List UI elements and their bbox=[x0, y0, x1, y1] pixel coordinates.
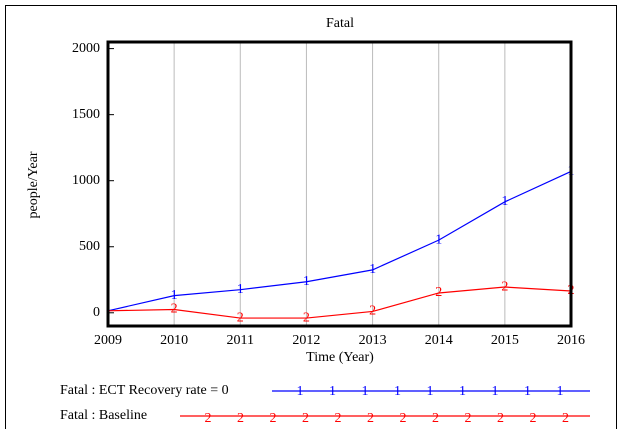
chart-title: Fatal bbox=[326, 16, 354, 31]
legend-marker: 2 bbox=[205, 411, 212, 426]
legend-marker: 2 bbox=[465, 411, 472, 426]
y-tick-label: 2000 bbox=[72, 41, 100, 56]
y-axis-label: people/Year bbox=[26, 151, 41, 218]
x-tick-label: 2010 bbox=[160, 333, 188, 348]
legend-marker: 2 bbox=[432, 411, 439, 426]
series-marker: 2 bbox=[501, 279, 508, 294]
legend-marker: 2 bbox=[335, 411, 342, 426]
legend-marker: 2 bbox=[530, 411, 537, 426]
legend-marker: 1 bbox=[492, 384, 499, 399]
legend-marker: 1 bbox=[362, 384, 369, 399]
series-marker: 1 bbox=[501, 194, 508, 209]
legend-marker: 1 bbox=[524, 384, 531, 399]
x-tick-label: 2012 bbox=[292, 333, 320, 348]
plot-border bbox=[106, 40, 573, 328]
legend-marker: 1 bbox=[459, 384, 466, 399]
legend-marker: 1 bbox=[297, 384, 304, 399]
series-marker: 2 bbox=[303, 310, 310, 325]
series-marker: 2 bbox=[171, 302, 178, 317]
legend-marker: 1 bbox=[394, 384, 401, 399]
legend-marker: 2 bbox=[562, 411, 569, 426]
series-marker: 2 bbox=[369, 304, 376, 319]
series-marker: 1 bbox=[435, 232, 442, 247]
y-tick-label: 0 bbox=[93, 305, 100, 320]
x-axis-label: Time (Year) bbox=[306, 350, 374, 365]
legend-marker: 2 bbox=[237, 411, 244, 426]
legend-marker: 2 bbox=[400, 411, 407, 426]
y-tick-label: 1500 bbox=[72, 107, 100, 122]
x-tick-label: 2016 bbox=[557, 333, 585, 348]
series-marker: 1 bbox=[237, 282, 244, 297]
x-tick-label: 2014 bbox=[425, 333, 453, 348]
legend-marker: 2 bbox=[302, 411, 309, 426]
y-tick-label: 1000 bbox=[72, 173, 100, 188]
series-marker: 2 bbox=[237, 310, 244, 325]
legend-marker: 1 bbox=[329, 384, 336, 399]
frame bbox=[5, 5, 617, 429]
legend-marker: 2 bbox=[497, 411, 504, 426]
x-tick-label: 2015 bbox=[491, 333, 519, 348]
series-marker: 2 bbox=[435, 285, 442, 300]
legend-label: Fatal : ECT Recovery rate = 0 bbox=[60, 383, 229, 398]
legend-marker: 1 bbox=[557, 384, 564, 399]
x-tick-label: 2009 bbox=[94, 333, 122, 348]
legend-marker: 1 bbox=[427, 384, 434, 399]
legend-marker: 2 bbox=[270, 411, 277, 426]
series-line bbox=[107, 286, 572, 319]
y-tick-label: 500 bbox=[79, 239, 100, 254]
x-tick-label: 2011 bbox=[227, 333, 254, 348]
series-marker: 1 bbox=[303, 274, 310, 289]
x-tick-label: 2013 bbox=[359, 333, 387, 348]
series-marker: 1 bbox=[171, 288, 178, 303]
legend-marker: 2 bbox=[367, 411, 374, 426]
series-line bbox=[107, 170, 572, 312]
legend-label: Fatal : Baseline bbox=[60, 408, 147, 423]
series-marker: 1 bbox=[369, 262, 376, 277]
